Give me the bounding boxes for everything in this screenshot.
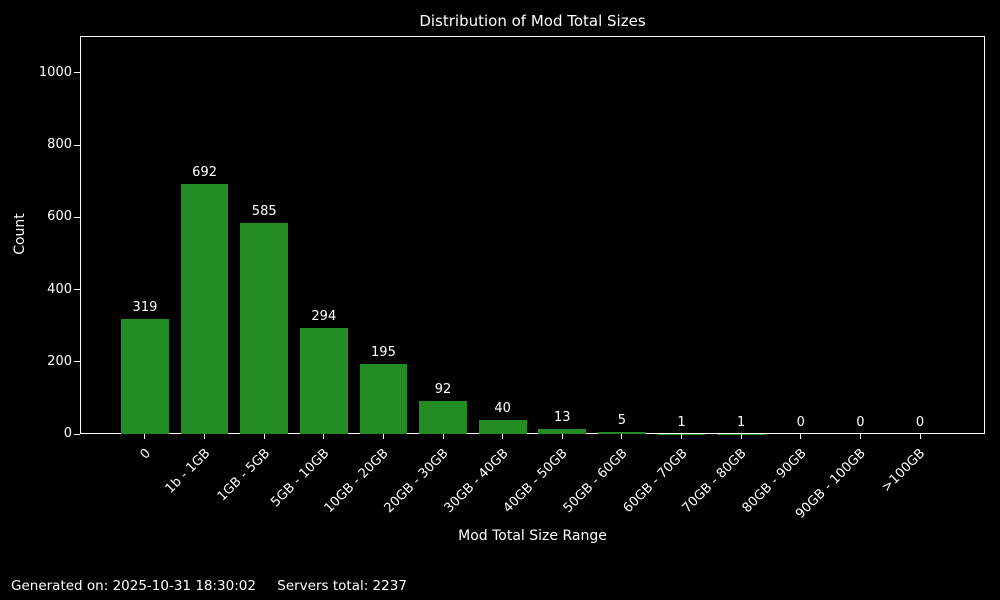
x-tick-mark	[561, 434, 563, 439]
y-tick-mark	[74, 289, 80, 291]
bar-value-label: 294	[311, 308, 337, 324]
bar	[240, 222, 289, 434]
y-tick-mark	[74, 433, 80, 435]
y-tick-mark	[74, 72, 80, 74]
x-tick-mark	[204, 434, 206, 439]
bar-value-label: 319	[132, 299, 158, 315]
x-tick-mark	[740, 434, 742, 439]
bar	[538, 429, 587, 434]
x-tick-mark	[800, 434, 802, 439]
bar-value-label: 0	[796, 415, 805, 430]
x-tick-mark	[263, 434, 265, 439]
y-tick-label: 1000	[38, 64, 72, 80]
bar-value-label: 195	[371, 344, 396, 360]
x-tick-label: 5GB - 10GB	[268, 446, 333, 511]
x-tick-mark	[621, 434, 623, 439]
bar-value-label: 1	[737, 414, 746, 430]
bar	[598, 432, 646, 434]
bar-value-label: 1	[677, 414, 686, 430]
x-tick-label: 1b - 1GB	[162, 446, 214, 497]
bar	[180, 184, 229, 434]
x-tick-label: >100GB	[879, 446, 929, 496]
bar	[419, 400, 467, 434]
y-tick-label: 600	[47, 209, 72, 225]
bar-value-label: 40	[494, 400, 511, 416]
bar-value-label: 13	[554, 410, 571, 426]
servers-total-text: Servers total: 2237	[277, 578, 407, 594]
y-tick-mark	[74, 361, 80, 363]
bar-value-label: 0	[915, 415, 925, 430]
x-tick-mark	[382, 434, 384, 439]
x-tick-label: 1GB - 5GB	[214, 446, 273, 505]
x-axis-label: Mod Total Size Range	[458, 528, 607, 544]
x-tick-mark	[681, 434, 683, 439]
y-axis-label: Count	[12, 213, 28, 255]
bar	[299, 327, 348, 434]
x-tick-mark	[502, 434, 504, 439]
bar-value-label: 0	[856, 415, 865, 430]
x-tick-mark	[442, 434, 444, 439]
y-tick-mark	[74, 216, 80, 218]
plot-area	[80, 36, 985, 434]
y-tick-label: 0	[63, 426, 72, 441]
x-tick-mark	[919, 434, 921, 439]
bar-value-label: 5	[617, 413, 627, 429]
y-tick-label: 800	[47, 137, 72, 153]
x-tick-label: 0	[137, 446, 154, 463]
x-tick-mark	[144, 434, 146, 439]
bar-value-label: 692	[192, 165, 217, 181]
bar	[478, 419, 527, 434]
x-tick-mark	[859, 434, 861, 439]
bar-value-label: 92	[434, 381, 452, 397]
bar	[121, 318, 169, 434]
y-tick-label: 200	[47, 353, 72, 369]
bar	[359, 363, 408, 434]
generated-on-text: Generated on: 2025-10-31 18:30:02	[11, 578, 256, 594]
y-tick-mark	[74, 144, 80, 146]
x-tick-mark	[323, 434, 325, 439]
bar-value-label: 585	[251, 203, 277, 219]
chart-title: Distribution of Mod Total Sizes	[419, 12, 646, 30]
footer: Generated on: 2025-10-31 18:30:02 Server…	[11, 578, 407, 595]
y-tick-label: 400	[47, 281, 72, 297]
